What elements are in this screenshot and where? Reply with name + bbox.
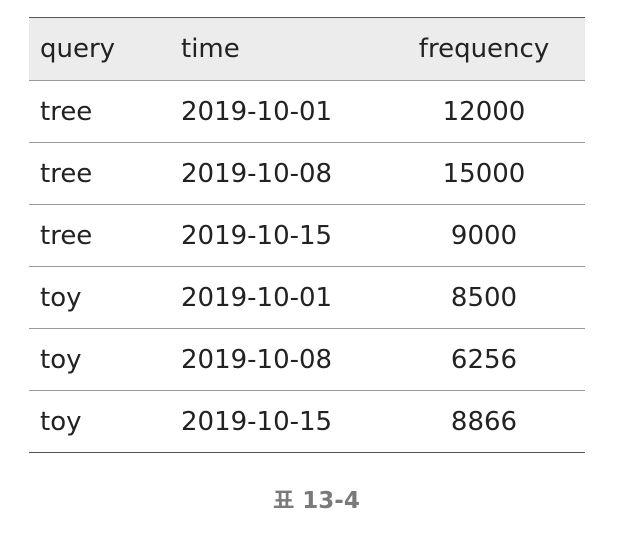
cell-time: 2019-10-08 xyxy=(181,344,333,375)
cell-query: tree xyxy=(40,220,93,251)
cell-query: tree xyxy=(40,158,93,189)
header-time: time xyxy=(181,34,240,64)
table-row: toy 2019-10-08 6256 xyxy=(29,328,585,391)
cell-query: toy xyxy=(40,282,82,313)
cell-query: tree xyxy=(40,96,93,127)
cell-frequency: 9000 xyxy=(450,220,518,251)
cell-time: 2019-10-15 xyxy=(181,406,333,437)
cell-frequency: 15000 xyxy=(442,158,526,189)
header-query: query xyxy=(40,34,116,64)
table-body: tree 2019-10-01 12000 tree 2019-10-08 15… xyxy=(29,80,585,453)
table-row: tree 2019-10-01 12000 xyxy=(29,80,585,143)
data-table-container: query time frequency tree 2019-10-01 120… xyxy=(29,17,585,453)
cell-time: 2019-10-15 xyxy=(181,220,333,251)
cell-frequency: 6256 xyxy=(450,344,518,375)
table-header: query time frequency xyxy=(29,17,585,81)
data-table: query time frequency tree 2019-10-01 120… xyxy=(29,17,585,453)
cell-query: toy xyxy=(40,406,82,437)
cell-frequency: 8500 xyxy=(450,282,518,313)
header-row: query time frequency xyxy=(29,17,585,81)
cell-time: 2019-10-01 xyxy=(181,282,333,313)
cell-frequency: 8866 xyxy=(450,406,518,437)
cell-frequency: 12000 xyxy=(442,96,526,127)
cell-query: toy xyxy=(40,344,82,375)
table-row: toy 2019-10-01 8500 xyxy=(29,266,585,329)
table-row: tree 2019-10-08 15000 xyxy=(29,142,585,205)
table-row: tree 2019-10-15 9000 xyxy=(29,204,585,267)
table-caption: 표 13-4 xyxy=(273,488,360,514)
table-row: toy 2019-10-15 8866 xyxy=(29,390,585,453)
header-frequency: frequency xyxy=(418,34,550,64)
cell-time: 2019-10-08 xyxy=(181,158,333,189)
cell-time: 2019-10-01 xyxy=(181,96,333,127)
